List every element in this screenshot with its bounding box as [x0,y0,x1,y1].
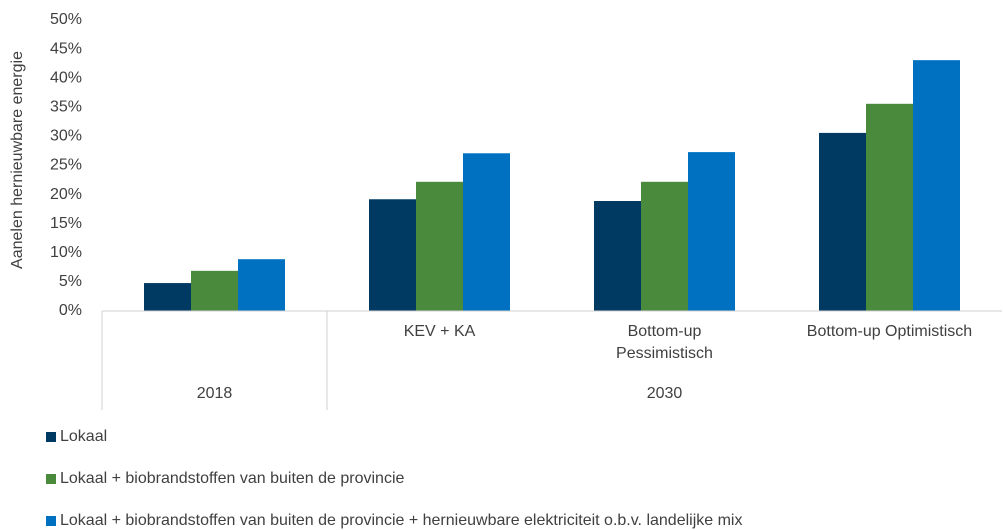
y-tick-label: 25% [50,157,82,174]
y-tick-label: 5% [59,273,82,290]
y-tick-label: 20% [50,186,82,203]
legend-swatch [46,516,56,526]
y-tick-label: 45% [50,40,82,57]
bar [191,270,238,311]
bar [369,199,416,311]
bar [819,132,866,311]
x-tick-label: Bottom-up Pessimistisch [616,323,713,362]
bar [913,60,960,311]
group-label: 2018 [197,385,233,402]
x-tick-label: Bottom-up Optimistisch [807,323,972,340]
legend-label: Lokaal + biobrandstoffen van buiten de p… [60,512,742,529]
legend-label: Lokaal [60,428,107,445]
y-tick-label: 15% [50,215,82,232]
bar [866,103,913,311]
bar [594,201,641,311]
bar [144,283,191,311]
legend-label: Lokaal + biobrandstoffen van buiten de p… [60,470,405,487]
x-tick-label: KEV + KA [404,323,476,340]
y-tick-label: 10% [50,244,82,261]
y-tick-label: 35% [50,99,82,116]
y-axis-label: Aanelen hernieuwbare energie [9,51,26,269]
bar [416,181,463,311]
bar [463,153,510,311]
bar [641,181,688,311]
bar [238,259,285,311]
y-tick-label: 0% [59,302,82,319]
group-label: 2030 [647,385,683,402]
bar [688,152,735,311]
y-tick-label: 50% [50,11,82,28]
y-tick-label: 40% [50,69,82,86]
legend-swatch [46,474,56,484]
y-tick-label: 30% [50,128,82,145]
legend-swatch [46,432,56,442]
